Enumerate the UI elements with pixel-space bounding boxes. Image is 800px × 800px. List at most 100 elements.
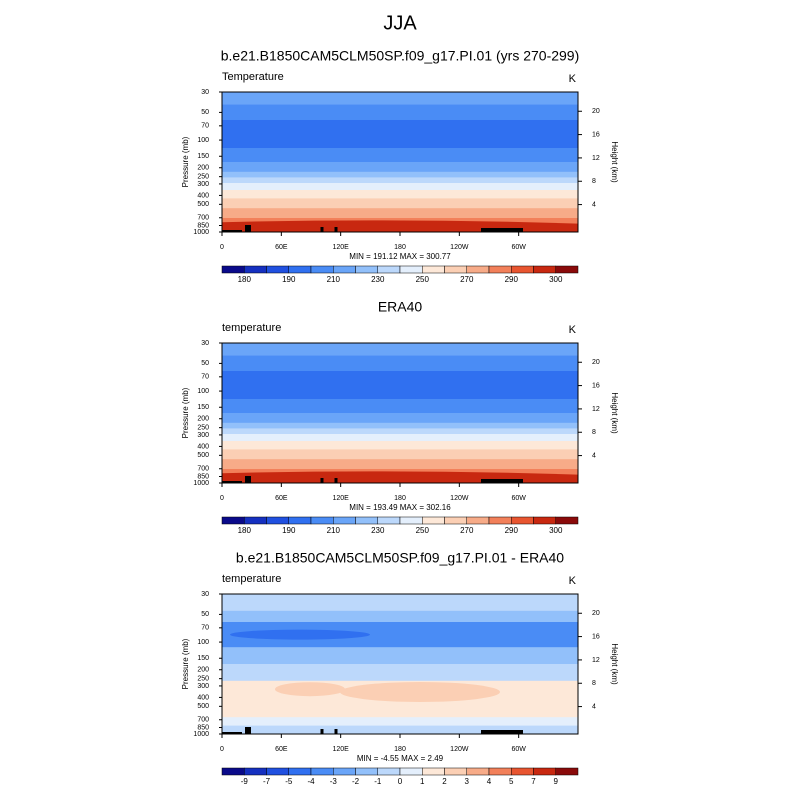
x-tick-label: 60E bbox=[275, 244, 288, 251]
colorbar-box bbox=[488, 265, 512, 274]
colorbar-box bbox=[533, 516, 556, 525]
y-tick-label: 100 bbox=[197, 388, 209, 395]
x-tick-label: 180 bbox=[394, 244, 406, 251]
colorbar-label: 2 bbox=[442, 777, 447, 786]
terrain bbox=[481, 730, 523, 734]
y2-axis-label: Height (km) bbox=[610, 643, 619, 685]
colorbar-label: -3 bbox=[330, 777, 338, 786]
contour-blob bbox=[340, 682, 500, 702]
y-tick-label: 30 bbox=[201, 89, 209, 96]
terrain bbox=[334, 729, 338, 734]
colorbar-label: 0 bbox=[398, 777, 403, 786]
variable-label: temperature bbox=[222, 573, 281, 585]
colorbar-label: -9 bbox=[241, 777, 249, 786]
colorbar-label: 180 bbox=[238, 526, 252, 535]
y2-tick-label: 20 bbox=[592, 108, 600, 115]
x-tick-label: 120E bbox=[332, 495, 349, 502]
contour-band bbox=[222, 717, 578, 726]
colorbar-box bbox=[310, 265, 334, 274]
y-tick-label: 300 bbox=[197, 181, 209, 188]
colorbar-box bbox=[555, 767, 579, 776]
contour-band bbox=[222, 92, 578, 106]
contour-blob bbox=[230, 629, 370, 640]
terrain bbox=[245, 476, 251, 483]
colorbar-label: 5 bbox=[509, 777, 514, 786]
y-tick-label: 100 bbox=[197, 137, 209, 144]
colorbar-label: -4 bbox=[307, 777, 315, 786]
y2-tick-label: 16 bbox=[592, 131, 600, 138]
units-label: K bbox=[569, 324, 577, 336]
y2-tick-label: 12 bbox=[592, 155, 600, 162]
contour-band bbox=[222, 594, 578, 612]
contour-band bbox=[222, 355, 578, 372]
colorbar-box bbox=[333, 516, 356, 525]
colorbar-box bbox=[355, 265, 378, 274]
y2-tick-label: 8 bbox=[592, 178, 596, 185]
terrain bbox=[481, 228, 523, 232]
colorbar-label: -7 bbox=[263, 777, 271, 786]
y-tick-label: 50 bbox=[201, 360, 209, 367]
colorbar-box bbox=[533, 265, 556, 274]
colorbar-box bbox=[466, 767, 490, 776]
x-tick-label: 0 bbox=[220, 244, 224, 251]
colorbar-box bbox=[221, 516, 245, 525]
y2-tick-label: 12 bbox=[592, 657, 600, 664]
y-tick-label: 150 bbox=[197, 655, 209, 662]
colorbar-label: 7 bbox=[531, 777, 536, 786]
colorbar-box bbox=[399, 265, 423, 274]
colorbar-box bbox=[399, 767, 423, 776]
terrain bbox=[245, 225, 251, 232]
colorbar-box bbox=[333, 767, 356, 776]
stats-label: MIN = 191.12 MAX = 300.77 bbox=[349, 252, 451, 261]
y2-tick-label: 12 bbox=[592, 406, 600, 413]
colorbar-box bbox=[377, 265, 401, 274]
y-tick-label: 70 bbox=[201, 625, 209, 632]
colorbar-label: -2 bbox=[352, 777, 360, 786]
x-tick-label: 120E bbox=[332, 746, 349, 753]
colorbar-box bbox=[266, 767, 289, 776]
y2-axis-label: Height (km) bbox=[610, 141, 619, 183]
y-tick-label: 250 bbox=[197, 675, 209, 682]
y-tick-label: 30 bbox=[201, 340, 209, 347]
colorbar-label: 190 bbox=[282, 526, 296, 535]
y-tick-label: 150 bbox=[197, 153, 209, 160]
y-tick-label: 400 bbox=[197, 694, 209, 701]
colorbar-box bbox=[444, 767, 467, 776]
y2-tick-label: 8 bbox=[592, 680, 596, 687]
y2-tick-label: 16 bbox=[592, 633, 600, 640]
colorbar-box bbox=[555, 516, 579, 525]
y-tick-label: 700 bbox=[197, 717, 209, 724]
y-tick-label: 850 bbox=[197, 222, 209, 229]
terrain bbox=[334, 227, 338, 232]
contour-band bbox=[222, 148, 578, 163]
colorbar-label: 230 bbox=[371, 526, 385, 535]
colorbar-label: 250 bbox=[416, 526, 430, 535]
contour-band bbox=[222, 183, 578, 191]
terrain bbox=[320, 478, 324, 483]
terrain bbox=[222, 230, 242, 232]
colorbar-label: 300 bbox=[549, 526, 563, 535]
units-label: K bbox=[569, 575, 577, 587]
colorbar-box bbox=[377, 767, 401, 776]
contour-band bbox=[222, 422, 578, 429]
colorbar-label: 270 bbox=[460, 275, 474, 284]
colorbar-box bbox=[266, 516, 289, 525]
y-axis-label: Pressure (mb) bbox=[181, 387, 190, 438]
y2-tick-label: 4 bbox=[592, 703, 596, 710]
terrain bbox=[245, 727, 251, 734]
x-tick-label: 120W bbox=[450, 495, 469, 502]
colorbar-label: -5 bbox=[285, 777, 293, 786]
x-tick-label: 60W bbox=[511, 244, 526, 251]
terrain bbox=[481, 479, 523, 483]
contour-band bbox=[222, 198, 578, 209]
colorbar-box bbox=[555, 265, 579, 274]
contour-band bbox=[222, 647, 578, 665]
terrain bbox=[222, 481, 242, 483]
figure-title: JJA bbox=[383, 12, 417, 34]
colorbar-box bbox=[310, 767, 334, 776]
contour-band bbox=[222, 664, 578, 682]
units-label: K bbox=[569, 73, 577, 85]
y-tick-label: 30 bbox=[201, 591, 209, 598]
colorbar-label: 3 bbox=[465, 777, 470, 786]
colorbar-box bbox=[355, 767, 378, 776]
